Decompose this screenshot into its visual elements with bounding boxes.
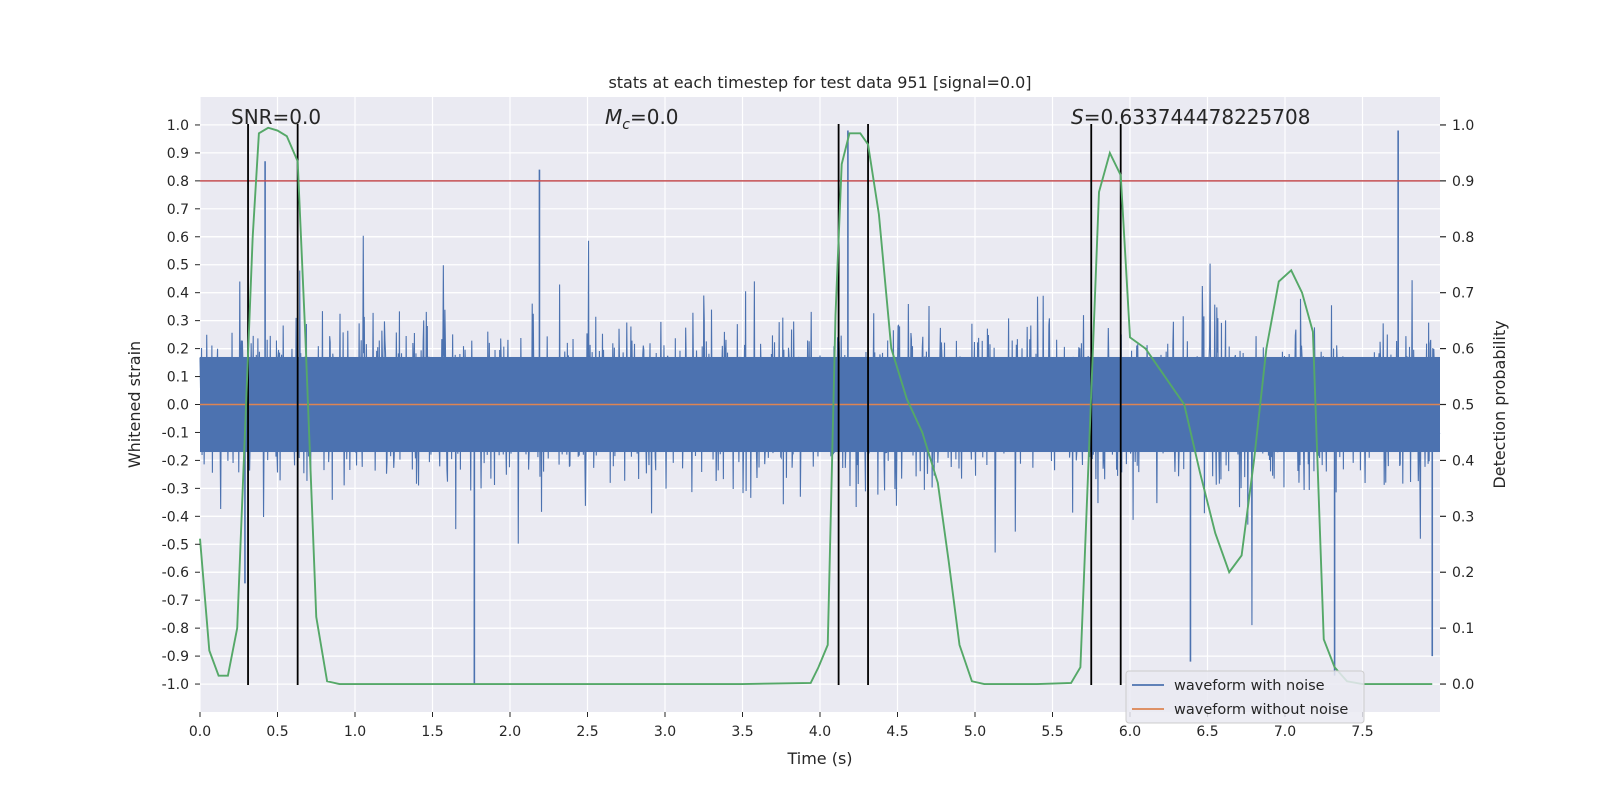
mc-subscript: c — [622, 117, 630, 133]
y-right-tick-label: 0.9 — [1452, 174, 1474, 190]
y-right-axis-ticks: 1.0 0.9 0.8 0.7 0.6 0.5 0.4 0.3 0.2 0.1 0.0 — [1440, 118, 1474, 693]
legend-label-clean: waveform without noise — [1174, 702, 1348, 718]
y-left-tick-label: 0.8 — [167, 174, 189, 190]
y-left-tick-label: -0.8 — [162, 621, 189, 637]
x-tick-label: 4.5 — [886, 724, 908, 740]
y-right-tick-label: 1.0 — [1452, 118, 1474, 134]
y-right-tick-label: 0.2 — [1452, 565, 1474, 581]
y-right-tick-label: 0.8 — [1452, 230, 1474, 246]
y-left-tick-label: -1.0 — [162, 677, 189, 693]
s-annotation: S=0.633744478225708 — [1071, 105, 1310, 129]
x-tick-label: 7.5 — [1351, 724, 1373, 740]
y-left-tick-label: -0.2 — [162, 453, 189, 469]
y-left-tick-label: 0.3 — [167, 314, 189, 330]
y-left-tick-label: 0.2 — [167, 342, 189, 358]
detection-probability-series — [199, 126, 1433, 685]
s-value: =0.633744478225708 — [1084, 105, 1311, 129]
y-left-tick-label: 0.5 — [167, 258, 189, 274]
y-right-tick-label: 0.7 — [1452, 286, 1474, 302]
y-left-tick-label: -0.7 — [162, 593, 189, 609]
y-left-tick-label: -0.3 — [162, 481, 189, 497]
legend-label-noise: waveform with noise — [1174, 678, 1325, 694]
x-tick-label: 5.0 — [964, 724, 986, 740]
x-axis-label: Time (s) — [786, 749, 852, 768]
y-left-tick-label: 0.1 — [167, 370, 189, 386]
y-left-tick-label: 0.0 — [167, 398, 189, 414]
y-left-tick-label: 0.7 — [167, 202, 189, 218]
x-tick-label: 3.5 — [731, 724, 753, 740]
mc-value: =0.0 — [630, 105, 679, 129]
y-left-tick-label: -0.1 — [162, 425, 189, 441]
y-left-tick-label: -0.4 — [162, 509, 189, 525]
y-right-tick-label: 0.3 — [1452, 509, 1474, 525]
y-right-tick-label: 0.1 — [1452, 621, 1474, 637]
x-tick-label: 5.5 — [1041, 724, 1063, 740]
x-tick-label: 7.0 — [1274, 724, 1296, 740]
y-right-axis-label: Detection probability — [1490, 320, 1509, 488]
x-tick-label: 0.5 — [266, 724, 288, 740]
y-left-tick-label: -0.6 — [162, 565, 189, 581]
x-tick-label: 2.5 — [576, 724, 598, 740]
y-left-tick-label: 0.4 — [167, 286, 189, 302]
legend: waveform with noise waveform without noi… — [1125, 670, 1365, 724]
y-right-tick-label: 0.5 — [1452, 398, 1474, 414]
snr-annotation: SNR=0.0 — [231, 105, 321, 129]
y-left-tick-label: -0.5 — [162, 537, 189, 553]
mc-annotation: Mc=0.0 — [605, 105, 679, 133]
x-tick-label: 1.0 — [344, 724, 366, 740]
y-left-axis-label: Whitened strain — [125, 341, 144, 468]
y-right-tick-label: 0.0 — [1452, 677, 1474, 693]
mc-symbol: M — [605, 105, 622, 129]
x-tick-label: 6.5 — [1196, 724, 1218, 740]
legend-box — [1125, 670, 1365, 724]
y-left-tick-label: 0.9 — [167, 146, 189, 162]
x-tick-label: 3.0 — [654, 724, 676, 740]
y-left-tick-label: 1.0 — [167, 118, 189, 134]
y-left-tick-label: 0.6 — [167, 230, 189, 246]
y-left-tick-label: -0.9 — [162, 649, 189, 665]
x-tick-label: 1.5 — [421, 724, 443, 740]
y-right-tick-label: 0.4 — [1452, 453, 1474, 469]
x-tick-label: 2.0 — [499, 724, 521, 740]
s-symbol: S — [1071, 105, 1084, 129]
y-right-tick-label: 0.6 — [1452, 342, 1474, 358]
y-left-axis-ticks: 1.0 0.9 0.8 0.7 0.6 0.5 0.4 0.3 0.2 0.1 0.0 -0.1 -0.… — [162, 118, 200, 693]
chart-title: stats at each timestep for test data 951… — [608, 73, 1031, 92]
x-tick-label: 4.0 — [809, 724, 831, 740]
x-tick-label: 0.0 — [189, 724, 211, 740]
x-axis-ticks: 0.0 0.5 1.0 1.5 2.0 2.5 3.0 3.5 4.0 4.5 5.0 5.5 6.0 6… — [189, 712, 1374, 740]
x-tick-label: 6.0 — [1119, 724, 1141, 740]
